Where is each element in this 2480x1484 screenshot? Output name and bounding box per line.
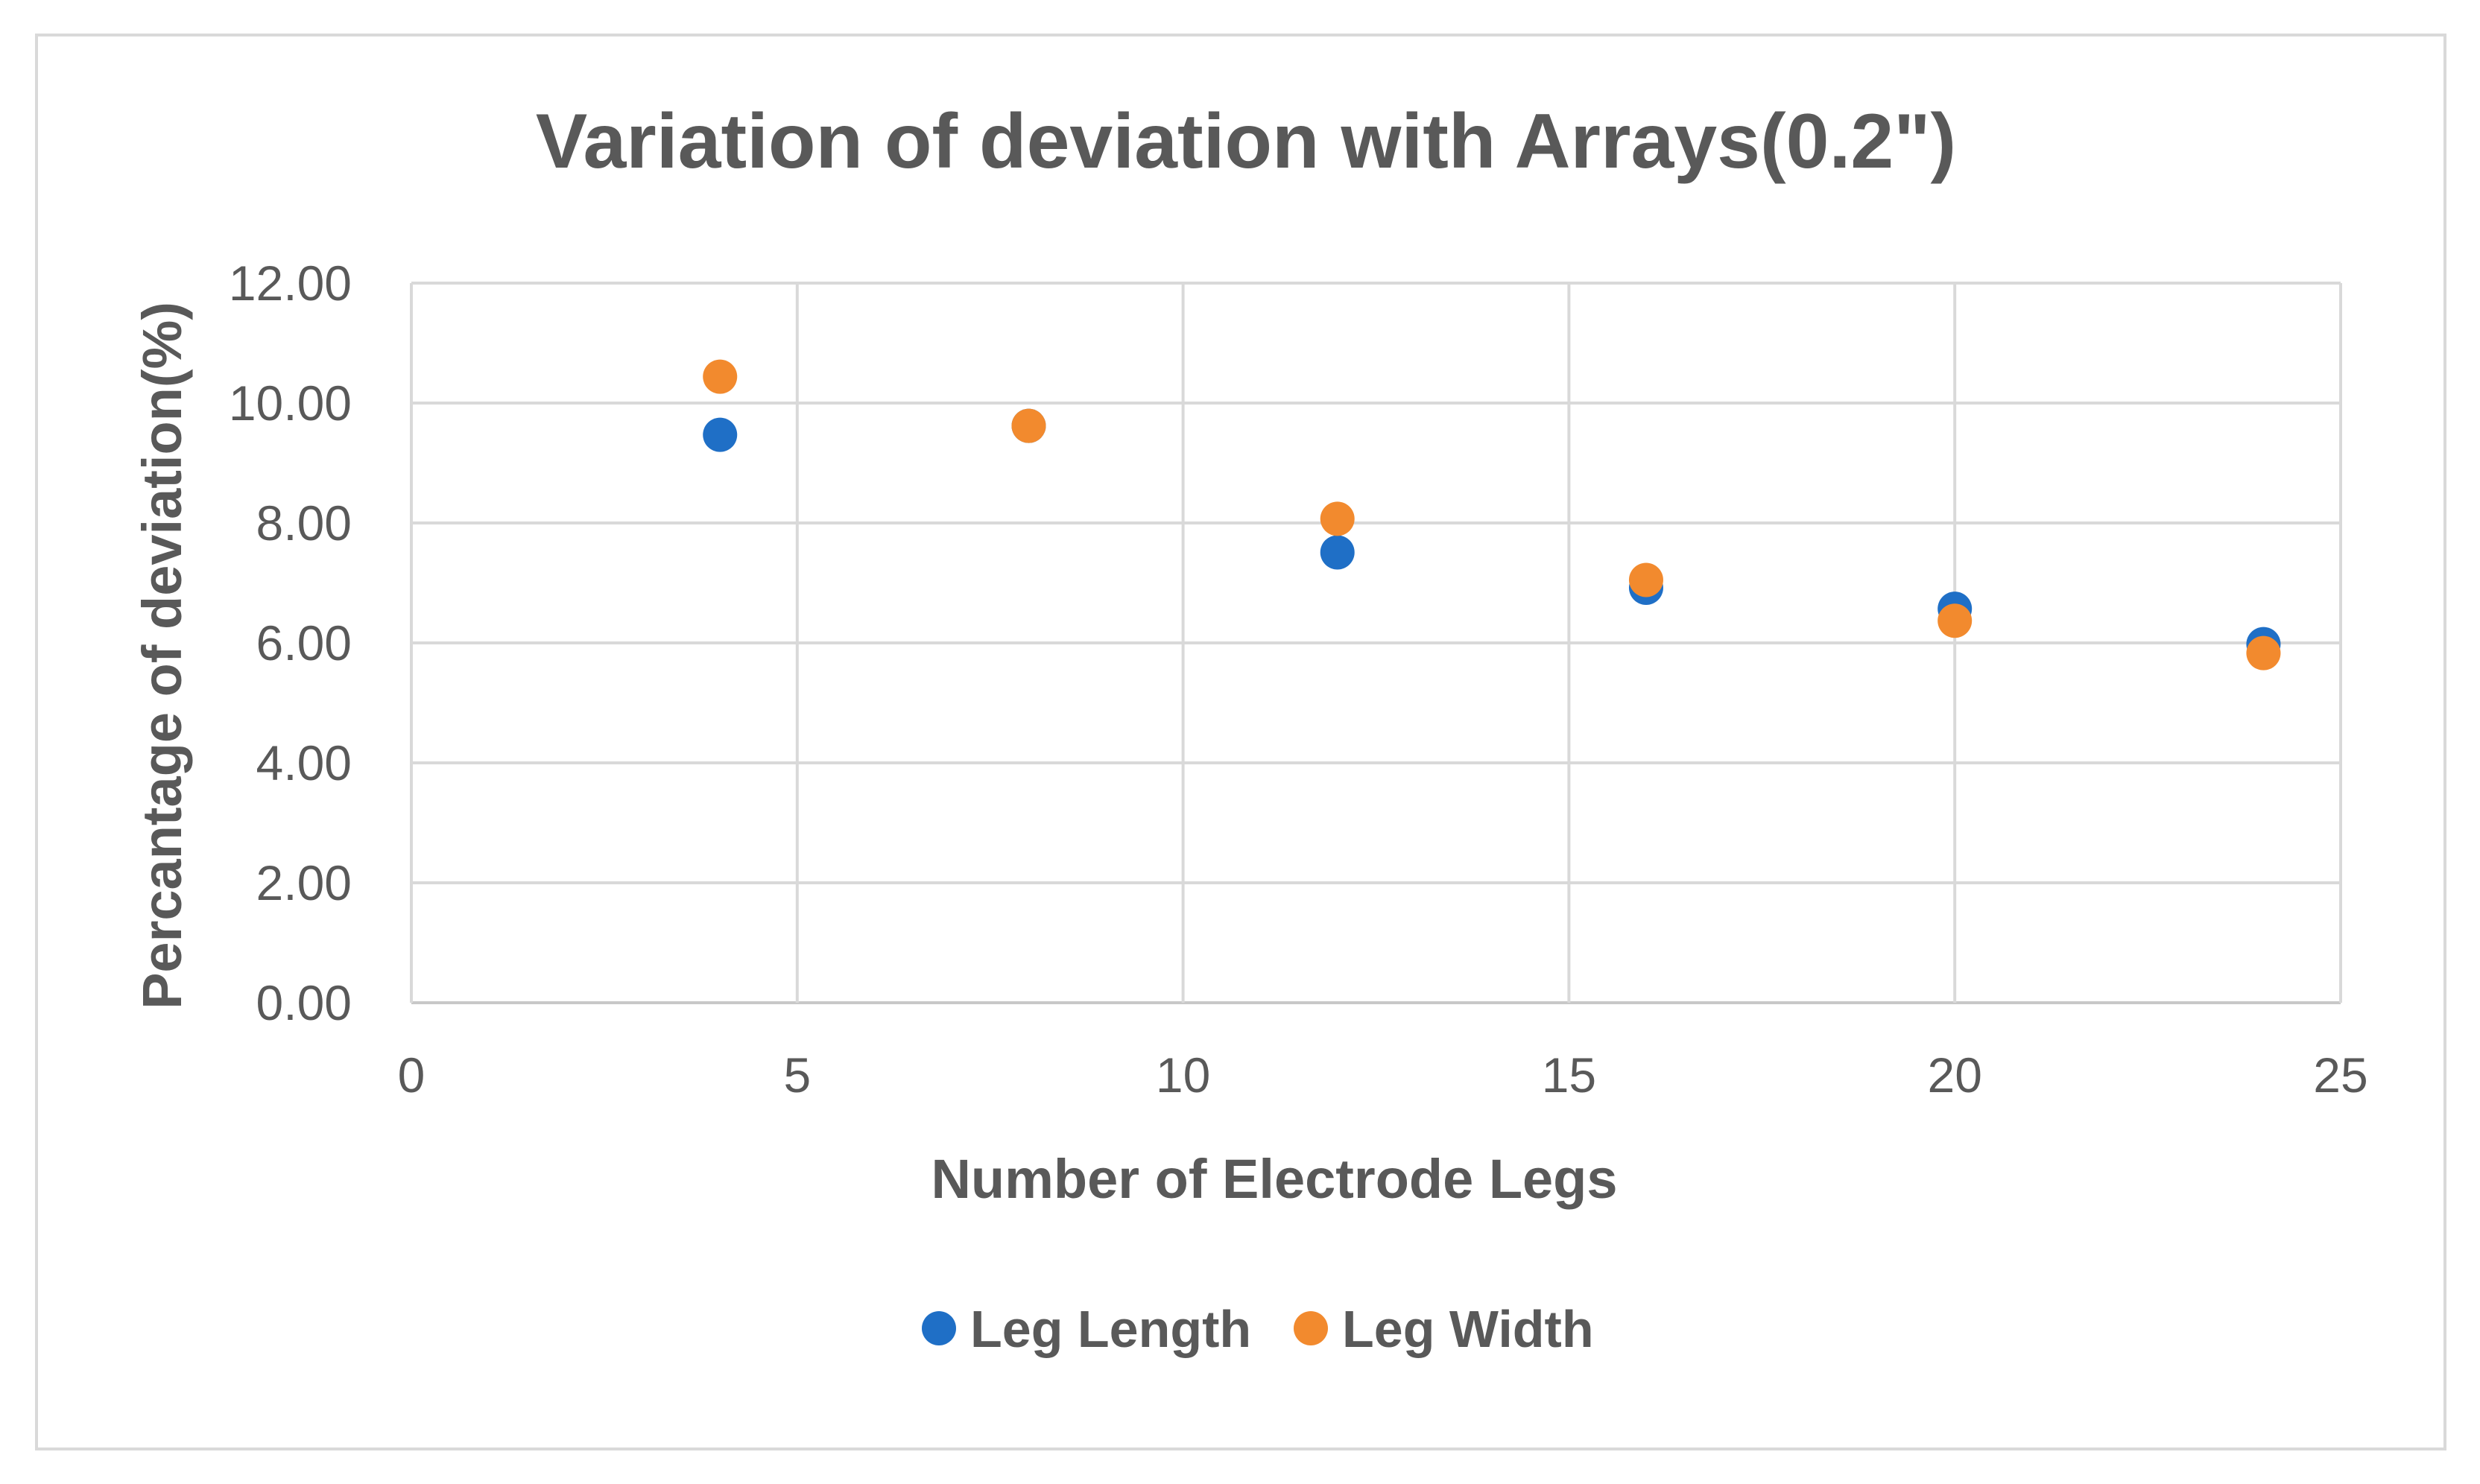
data-point xyxy=(1938,603,1973,638)
data-points xyxy=(703,359,2281,670)
y-tick-label: 10.00 xyxy=(229,375,352,431)
x-tick-label: 10 xyxy=(1156,1047,1210,1103)
x-tick-label: 5 xyxy=(783,1047,811,1103)
chart-title: Variation of deviation with Arrays(0.2") xyxy=(536,98,1956,185)
x-tick-label: 15 xyxy=(1542,1047,1596,1103)
data-point xyxy=(1628,562,1663,597)
legend-item-leg-length: Leg Length xyxy=(922,1300,1251,1358)
data-point xyxy=(703,417,738,452)
y-tick-label: 0.00 xyxy=(256,975,352,1030)
gridlines xyxy=(410,282,2342,1004)
y-tick-label: 4.00 xyxy=(256,735,352,790)
legend-label: Leg Width xyxy=(1342,1300,1594,1358)
x-tick-label: 20 xyxy=(1927,1047,1981,1103)
y-tick-label: 12.00 xyxy=(229,256,352,311)
legend-item-leg-width: Leg Width xyxy=(1294,1300,1594,1358)
legend: Leg Length Leg Width xyxy=(922,1300,1594,1358)
legend-marker xyxy=(922,1311,956,1345)
data-point xyxy=(1011,408,1046,443)
data-point xyxy=(1320,535,1355,570)
tick-labels: 0.00 2.00 4.00 6.00 8.00 10.00 12.00 0 5 10 15 20 25 xyxy=(229,256,2368,1103)
y-tick-label: 8.00 xyxy=(256,495,352,551)
y-tick-label: 6.00 xyxy=(256,615,352,670)
y-tick-label: 2.00 xyxy=(256,855,352,910)
data-point xyxy=(1320,501,1355,536)
series-leg-length xyxy=(703,408,2281,662)
x-tick-label: 0 xyxy=(398,1047,426,1103)
x-tick-label: 25 xyxy=(2313,1047,2367,1103)
data-point xyxy=(2246,635,2281,670)
y-axis-title: Percantage of deviation(%) xyxy=(131,302,193,1009)
series-leg-width xyxy=(703,359,2281,670)
legend-marker xyxy=(1294,1311,1328,1345)
data-point xyxy=(703,359,738,394)
legend-label: Leg Length xyxy=(970,1300,1251,1358)
x-axis-title: Number of Electrode Legs xyxy=(931,1148,1617,1210)
chart-frame xyxy=(35,34,2446,1450)
